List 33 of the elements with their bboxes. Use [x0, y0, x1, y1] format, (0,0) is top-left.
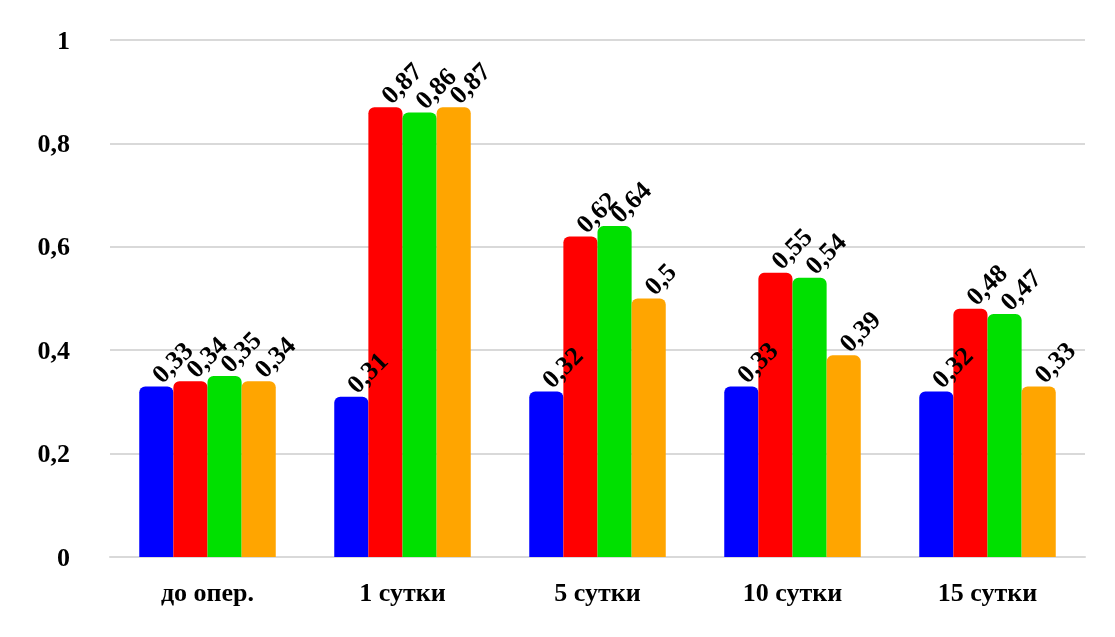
bar — [1021, 386, 1056, 557]
bar — [139, 386, 174, 557]
bar — [529, 391, 564, 557]
bar — [207, 376, 242, 557]
x-tick-label: до опер. — [160, 577, 255, 607]
data-label: 0,39 — [833, 304, 887, 358]
y-tick-label: 0,6 — [37, 232, 70, 262]
bar — [241, 381, 276, 557]
x-tick-label: 10 сутки — [742, 577, 843, 607]
y-tick-label: 0,4 — [37, 335, 70, 365]
bar — [826, 355, 861, 557]
y-tick-label: 1 — [57, 25, 70, 55]
data-label: 0,32 — [536, 341, 589, 394]
x-tick-label: 15 сутки — [937, 577, 1038, 607]
y-tick-label: 0 — [57, 542, 70, 572]
data-label: 0,33 — [1028, 335, 1082, 389]
data-label: 0,33 — [731, 335, 784, 389]
x-tick-label: 1 сутки — [359, 577, 446, 607]
bar — [631, 298, 666, 557]
bar — [919, 391, 954, 557]
bar — [724, 386, 759, 557]
bar — [792, 277, 827, 557]
data-label: 0,5 — [638, 257, 682, 301]
bar — [173, 381, 208, 557]
y-tick-label: 0,2 — [37, 439, 70, 469]
y-tick-label: 0,8 — [37, 128, 70, 158]
bar — [402, 112, 437, 557]
bar — [987, 314, 1022, 557]
bar — [334, 396, 369, 557]
x-tick-label: 5 сутки — [554, 577, 641, 607]
data-label: 0,32 — [926, 341, 979, 394]
data-label: 0,31 — [341, 346, 394, 399]
bar — [436, 107, 471, 557]
